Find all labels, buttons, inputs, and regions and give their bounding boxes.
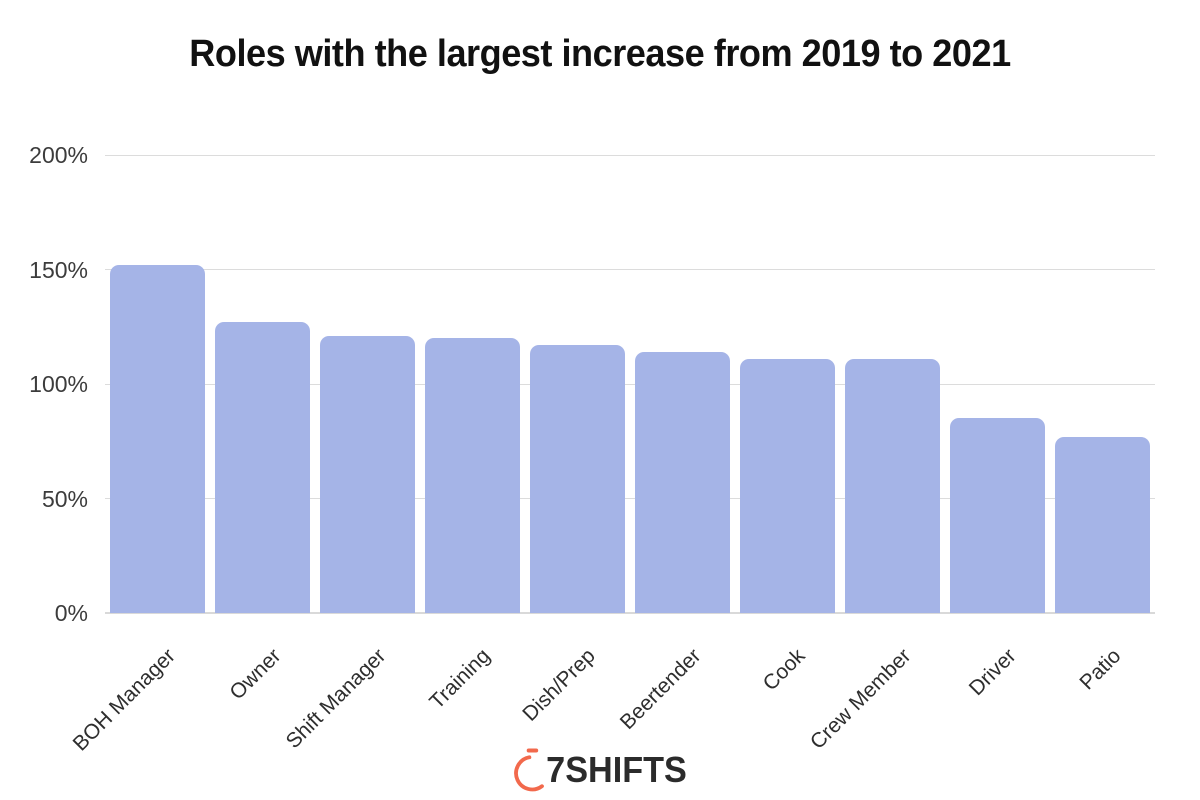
x-tick-label: Patio: [1074, 644, 1126, 695]
7shifts-logo: 7SHIFTS: [509, 746, 690, 794]
x-tick-label: Shift Manager: [281, 644, 391, 754]
y-tick-label: 0%: [54, 600, 88, 626]
bar: [740, 358, 835, 613]
gridline: [105, 383, 1155, 385]
bar: [845, 358, 940, 613]
y-tick-label: 50%: [41, 485, 88, 512]
x-tick-label: Cook: [759, 644, 811, 696]
stopwatch-icon: [514, 748, 544, 792]
y-tick-label: 200%: [29, 142, 88, 168]
gridline: [105, 269, 1155, 270]
y-tick-label: 100%: [29, 371, 88, 397]
chart-title: Roles with the largest increase from 201…: [189, 33, 1011, 75]
bar: [425, 338, 520, 613]
bar: [320, 335, 415, 613]
gridline: [105, 154, 1155, 156]
x-axis-baseline: [105, 612, 1155, 614]
bar: [110, 264, 205, 613]
x-tick-label: Crew Member: [805, 644, 916, 754]
y-tick-label: 150%: [29, 256, 88, 283]
bar: [635, 351, 730, 613]
bar: [530, 345, 625, 613]
logo-text: 7SHIFTS: [546, 749, 687, 790]
x-tick-label: Owner: [225, 644, 286, 705]
bar: [1055, 436, 1150, 613]
x-tick-label: Training: [425, 644, 496, 714]
gridline: [105, 498, 1155, 499]
x-tick-label: BOH Manager: [68, 644, 181, 756]
bar: [215, 322, 310, 613]
x-tick-label: Beertender: [615, 644, 706, 735]
x-tick-label: Driver: [964, 644, 1021, 701]
x-tick-label: Dish/Prep: [518, 644, 601, 726]
bar: [950, 418, 1045, 613]
